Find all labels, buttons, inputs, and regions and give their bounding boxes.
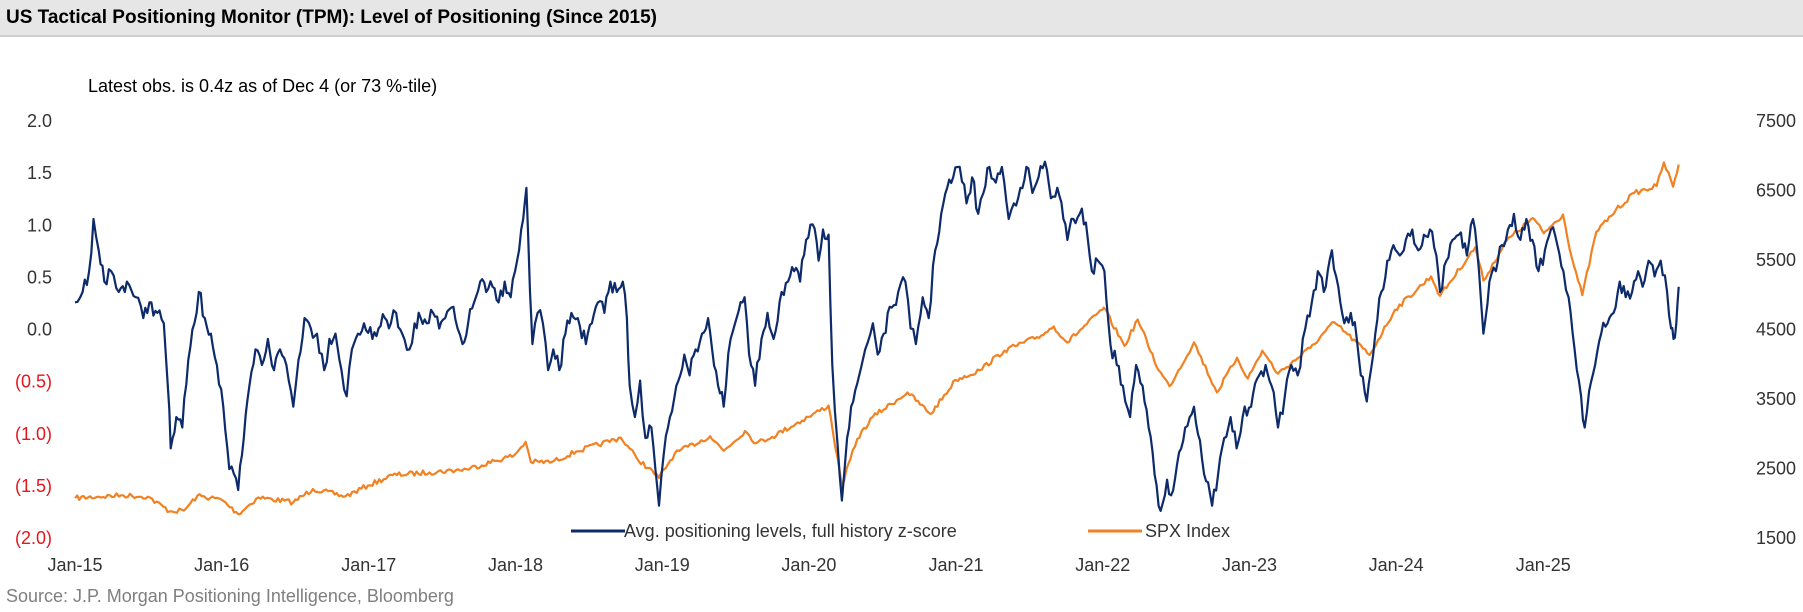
left-tick-label: 0.5: [27, 267, 52, 287]
x-tick-label: Jan-15: [47, 555, 102, 575]
right-tick-label: 3500: [1756, 389, 1796, 409]
right-tick-label: 2500: [1756, 459, 1796, 479]
left-tick-label: (1.5): [15, 476, 52, 496]
right-tick-label: 7500: [1756, 111, 1796, 131]
right-tick-label: 1500: [1756, 528, 1796, 548]
legend-label-positioning: Avg. positioning levels, full history z-…: [624, 521, 957, 541]
left-tick-label: (2.0): [15, 528, 52, 548]
x-tick-label: Jan-20: [781, 555, 836, 575]
legend: Avg. positioning levels, full history z-…: [571, 521, 1230, 541]
left-tick-label: 0.0: [27, 320, 52, 340]
x-tick-label: Jan-24: [1369, 555, 1424, 575]
chart-title: US Tactical Positioning Monitor (TPM): L…: [6, 7, 657, 28]
left-axis: 2.0 1.5 1.0 0.5 0.0 (0.5) (1.0) (1.5) (2.0): [15, 111, 52, 548]
positioning-zscore-line: [74, 160, 1680, 512]
left-tick-label: (1.0): [15, 424, 52, 444]
right-axis: 7500 6500 5500 4500 3500 2500 1500: [1756, 111, 1796, 548]
legend-label-spx: SPX Index: [1145, 521, 1230, 541]
x-tick-label: Jan-25: [1516, 555, 1571, 575]
left-tick-label: 2.0: [27, 111, 52, 131]
x-tick-label: Jan-17: [341, 555, 396, 575]
latest-observation-note: Latest obs. is 0.4z as of Dec 4 (or 73 %…: [88, 76, 437, 96]
source-note: Source: J.P. Morgan Positioning Intellig…: [6, 586, 454, 606]
title-bar: US Tactical Positioning Monitor (TPM): L…: [0, 0, 1803, 37]
series-layer: [74, 160, 1680, 516]
left-tick-label: (0.5): [15, 372, 52, 392]
spx-index-line: [74, 161, 1680, 516]
x-tick-label: Jan-22: [1075, 555, 1130, 575]
left-tick-label: 1.5: [27, 163, 52, 183]
right-tick-label: 4500: [1756, 320, 1796, 340]
x-tick-label: Jan-21: [929, 555, 984, 575]
right-tick-label: 6500: [1756, 181, 1796, 201]
tpm-chart: 2.0 1.5 1.0 0.5 0.0 (0.5) (1.0) (1.5) (2.0) 7500…: [15, 76, 1796, 575]
x-tick-label: Jan-19: [635, 555, 690, 575]
right-tick-label: 5500: [1756, 250, 1796, 270]
x-tick-label: Jan-16: [194, 555, 249, 575]
left-tick-label: 1.0: [27, 215, 52, 235]
x-tick-label: Jan-23: [1222, 555, 1277, 575]
x-axis: Jan-15 Jan-16 Jan-17 Jan-18 Jan-19 Jan-20 Jan-…: [47, 555, 1570, 575]
x-tick-label: Jan-18: [488, 555, 543, 575]
